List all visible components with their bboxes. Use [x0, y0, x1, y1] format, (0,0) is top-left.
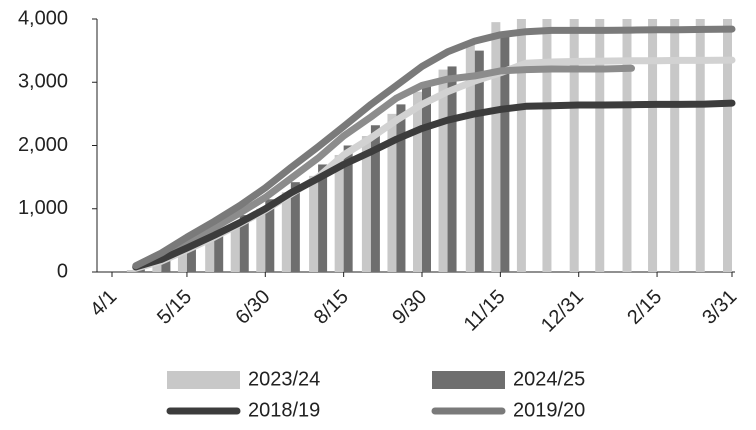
bar [281, 192, 291, 272]
bar [265, 199, 275, 272]
bar [648, 19, 658, 272]
bar [177, 251, 187, 272]
line [132, 64, 635, 271]
x-tick-label: 6/30 [231, 286, 274, 329]
x-tick-label: 11/15 [460, 286, 510, 336]
line [132, 56, 736, 272]
bar [695, 19, 705, 272]
bar [186, 245, 196, 272]
x-tick-label: 9/30 [388, 286, 431, 329]
bar [595, 19, 605, 272]
bar [670, 19, 680, 272]
x-tick-label: 2/15 [623, 286, 666, 329]
legend-swatch [432, 371, 505, 389]
bar [343, 145, 353, 272]
bar [447, 66, 457, 272]
bar [334, 154, 344, 272]
y-tick-label: 4,000 [18, 7, 68, 29]
y-tick-label: 1,000 [18, 197, 68, 219]
bar [309, 175, 319, 272]
bar [214, 230, 224, 272]
x-tick-label: 3/31 [698, 286, 741, 329]
line [132, 99, 736, 271]
bar [422, 82, 431, 272]
legend-label: 2018/19 [248, 399, 320, 421]
bar [318, 164, 328, 272]
bar [413, 91, 422, 272]
bar [387, 113, 397, 272]
bar [542, 19, 552, 272]
bar [370, 125, 380, 272]
x-tick-label: 4/1 [86, 286, 121, 321]
bar [126, 270, 136, 272]
x-tick-label: 5/15 [153, 286, 196, 329]
bar [361, 136, 371, 272]
y-tick-label: 0 [57, 260, 68, 282]
bar [569, 19, 579, 272]
y-tick-label: 2,000 [18, 134, 68, 156]
bar [516, 19, 526, 272]
bar [256, 208, 266, 272]
bar [723, 19, 732, 272]
legend-swatch [167, 371, 240, 389]
legend-label: 2024/25 [513, 368, 585, 390]
line [132, 25, 736, 270]
legend-label: 2019/20 [513, 399, 585, 421]
bar [205, 238, 215, 272]
bar [152, 262, 162, 272]
bar [491, 22, 501, 272]
bar [500, 34, 510, 272]
bar [438, 69, 448, 272]
bar [396, 104, 406, 272]
legend-label: 2023/24 [248, 368, 320, 390]
bar [465, 44, 475, 272]
bar [290, 182, 300, 272]
bar [135, 269, 145, 272]
bar [622, 19, 632, 272]
x-tick-label: 8/15 [310, 286, 353, 329]
bar [474, 50, 484, 272]
y-tick-label: 3,000 [18, 71, 68, 93]
bar [230, 223, 240, 272]
bar [239, 215, 249, 272]
bar [161, 259, 171, 272]
x-tick-label: 12/31 [537, 286, 588, 337]
